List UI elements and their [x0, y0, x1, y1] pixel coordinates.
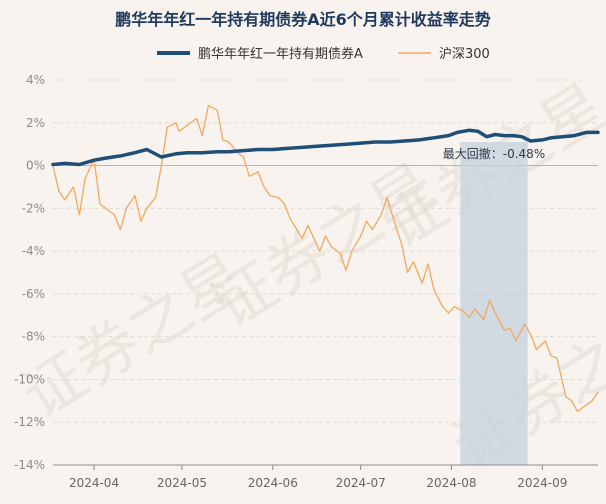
x-tick-label: 2024-09 [517, 476, 567, 490]
series-line-index [52, 105, 599, 413]
chart-title: 鹏华年年红一年持有期债券A近6个月累计收益率走势 [115, 10, 491, 29]
y-tick-label: 4% [26, 73, 45, 87]
legend: 鹏华年年红一年持有期债券A 沪深300 [157, 46, 490, 62]
x-tick-label: 2024-06 [248, 476, 298, 490]
axes: 4% 2% 0% -2% -4% -6% -8% -10% -12% -14% 2024-04 202… [14, 73, 598, 490]
legend-label-fund: 鹏华年年红一年持有期债券A [198, 46, 363, 62]
annotation-layer: 最大回撤：-0.48% [443, 146, 545, 161]
y-tick-label: 0% [26, 159, 45, 173]
y-tick-label: -2% [22, 201, 45, 215]
x-tick-label: 2024-04 [69, 476, 119, 490]
y-tick-label: 2% [26, 116, 45, 130]
legend-item-index[interactable]: 沪深300 [398, 46, 490, 62]
y-tick-label: -12% [14, 415, 45, 429]
y-tick-label: -6% [22, 287, 45, 301]
series-line-fund [51, 128, 600, 167]
legend-label-index: 沪深300 [439, 46, 490, 62]
legend-item-fund[interactable]: 鹏华年年红一年持有期债券A [157, 46, 363, 62]
drawdown-region [460, 142, 528, 465]
drawdown-label: 最大回撤：-0.48% [443, 146, 545, 161]
drawdown-shade [460, 142, 528, 465]
y-tick-label: -4% [22, 244, 45, 258]
y-tick-label: -10% [14, 372, 45, 386]
y-tick-label: -8% [22, 330, 45, 344]
x-tick-label: 2024-08 [426, 476, 476, 490]
x-tick-label: 2024-07 [336, 476, 386, 490]
y-tick-label: -14% [14, 458, 45, 472]
x-tick-label: 2024-05 [157, 476, 207, 490]
series-layer [51, 105, 600, 413]
